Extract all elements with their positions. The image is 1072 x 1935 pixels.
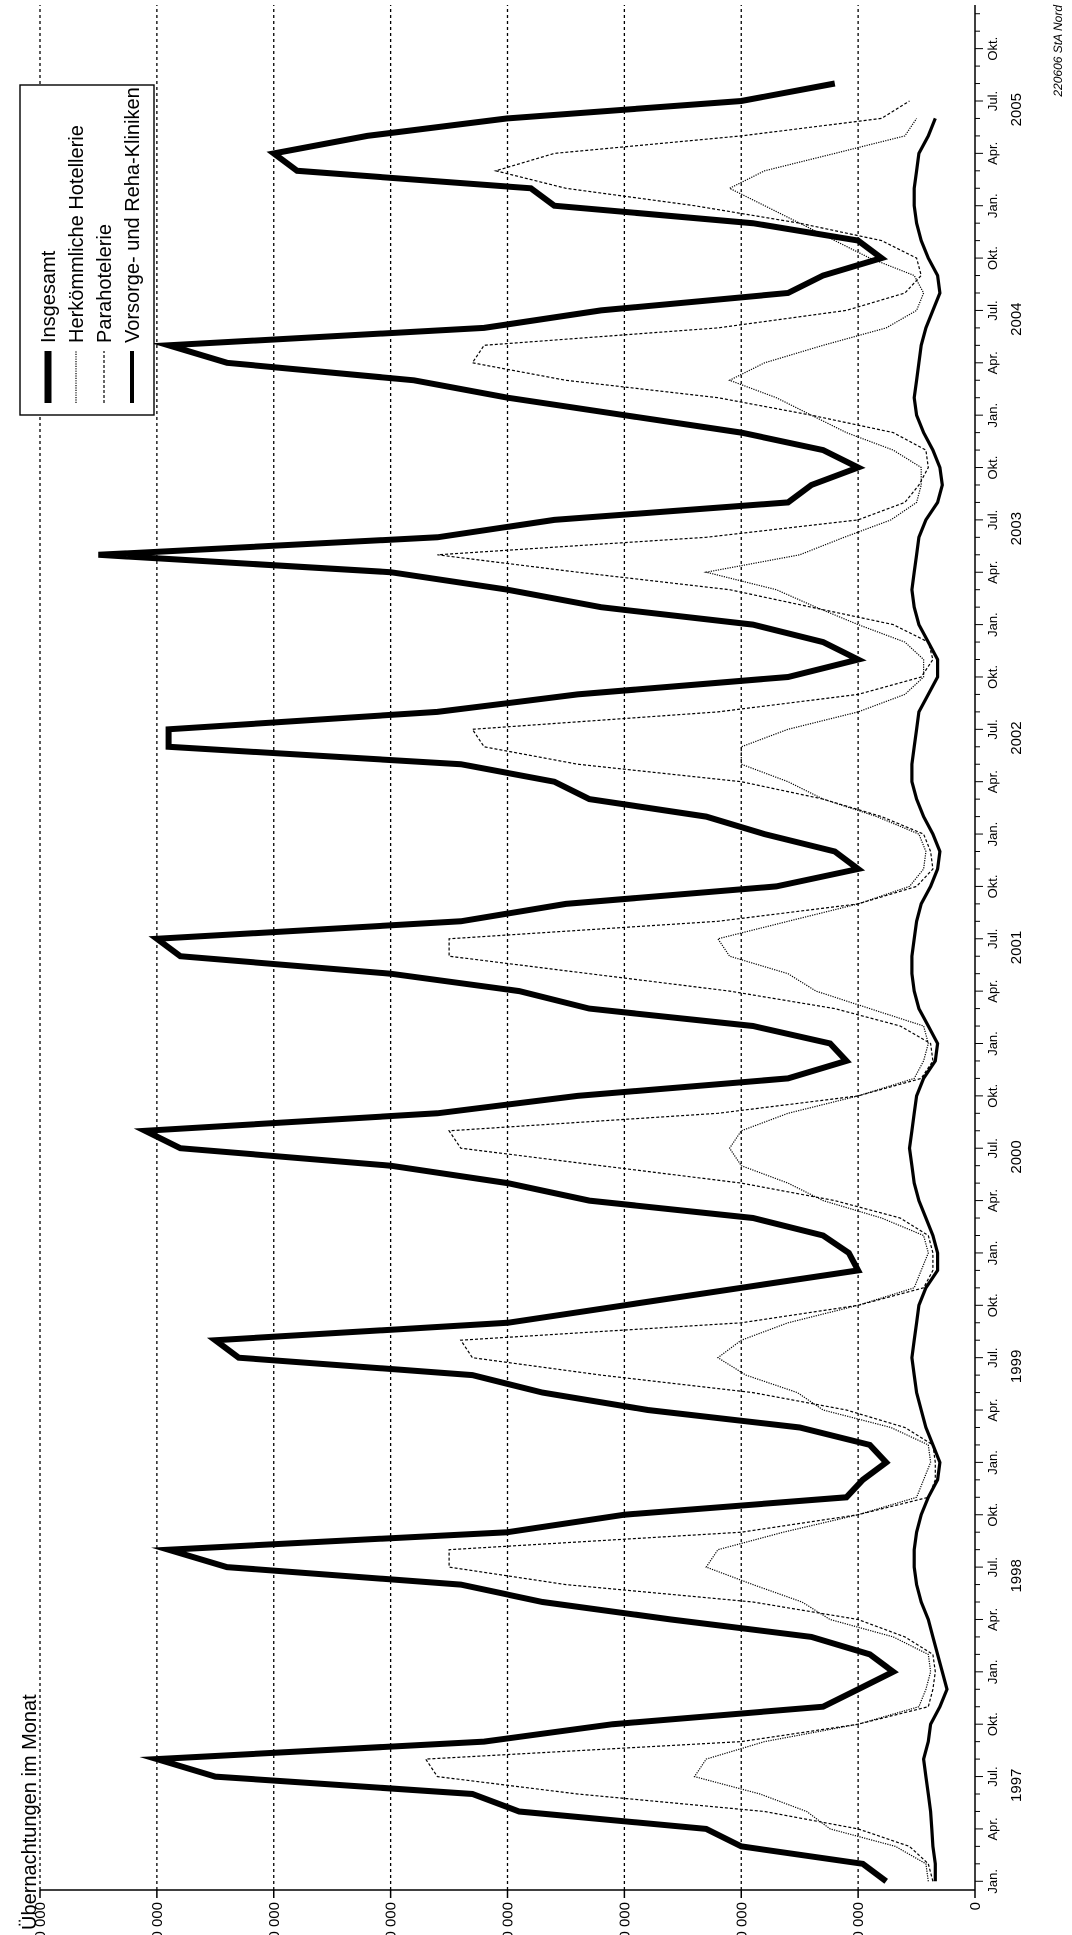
series-kliniken bbox=[907, 117, 949, 1882]
x-month-label: Jan. bbox=[985, 403, 1000, 428]
x-year-label: 2001 bbox=[1008, 931, 1025, 964]
x-month-label: Okt. bbox=[985, 665, 1000, 689]
x-month-label: Okt. bbox=[985, 1712, 1000, 1736]
x-month-label: Okt. bbox=[985, 1503, 1000, 1527]
x-year-label: 2004 bbox=[1008, 302, 1025, 335]
x-month-label: Apr. bbox=[985, 980, 1000, 1003]
x-month-label: Apr. bbox=[985, 1189, 1000, 1212]
x-month-label: Jan. bbox=[985, 1450, 1000, 1475]
source-credit: 220606 StA Nord bbox=[1051, 5, 1065, 98]
x-month-label: Apr. bbox=[985, 1608, 1000, 1631]
x-month-label: Okt. bbox=[985, 37, 1000, 61]
x-month-label: Apr. bbox=[985, 561, 1000, 584]
x-month-label: Apr. bbox=[985, 142, 1000, 165]
x-month-label: Jan. bbox=[985, 1241, 1000, 1266]
y-tick-label: 4 000 000 bbox=[32, 1902, 49, 1935]
y-tick-label: 1 500 000 bbox=[616, 1902, 633, 1935]
x-year-label: 2003 bbox=[1008, 512, 1025, 545]
x-year-label: 1997 bbox=[1008, 1769, 1025, 1802]
x-month-label: Jul. bbox=[985, 300, 1000, 320]
x-year-label: 1999 bbox=[1008, 1350, 1025, 1383]
x-month-label: Okt. bbox=[985, 1084, 1000, 1108]
x-year-label: 2005 bbox=[1008, 93, 1025, 126]
y-tick-label: 1 000 000 bbox=[733, 1902, 750, 1935]
x-month-label: Jul. bbox=[985, 1348, 1000, 1368]
series-layer bbox=[98, 80, 949, 1884]
x-month-label: Jul. bbox=[985, 1138, 1000, 1158]
chart-title: Übernachtungen im Monat bbox=[19, 1694, 41, 1930]
x-month-label: Jul. bbox=[985, 929, 1000, 949]
x-month-label: Okt. bbox=[985, 246, 1000, 270]
legend-label-hotellerie: Herkömmliche Hotellerie bbox=[66, 125, 88, 343]
x-month-label: Jan. bbox=[985, 612, 1000, 637]
y-tick-label: 3 500 000 bbox=[149, 1902, 166, 1935]
x-month-label: Jan. bbox=[985, 1660, 1000, 1685]
legend-label-parahotelerie: Parahotelerie bbox=[94, 224, 116, 343]
y-tick-label: 2 000 000 bbox=[500, 1902, 517, 1935]
x-year-label: 2000 bbox=[1008, 1140, 1025, 1173]
x-month-label: Jan. bbox=[985, 1031, 1000, 1056]
x-month-label: Apr. bbox=[985, 1817, 1000, 1840]
y-tick-label: 2 500 000 bbox=[383, 1902, 400, 1935]
x-year-label: 2002 bbox=[1008, 721, 1025, 754]
series-parahotelerie bbox=[424, 100, 936, 1882]
y-tick-label: 0 bbox=[967, 1902, 984, 1910]
x-month-label: Apr. bbox=[985, 1398, 1000, 1421]
x-month-label: Jan. bbox=[985, 1869, 1000, 1894]
x-month-label: Jan. bbox=[985, 822, 1000, 847]
y-tick-label: 3 000 000 bbox=[266, 1902, 283, 1935]
x-month-label: Apr. bbox=[985, 770, 1000, 793]
series-hotellerie bbox=[693, 118, 932, 1882]
x-month-label: Jul. bbox=[985, 719, 1000, 739]
x-month-label: Okt. bbox=[985, 456, 1000, 480]
x-month-label: Jul. bbox=[985, 91, 1000, 111]
x-month-label: Okt. bbox=[985, 1293, 1000, 1317]
legend-label-insgesamt: Insgesamt bbox=[38, 250, 60, 343]
x-month-label: Jan. bbox=[985, 193, 1000, 218]
legend-label-kliniken: Vorsorge- und Reha-Kliniken bbox=[122, 87, 144, 343]
series-insgesamt bbox=[98, 80, 899, 1884]
x-year-label: 1998 bbox=[1008, 1559, 1025, 1592]
x-month-label: Apr. bbox=[985, 351, 1000, 374]
axes: 0 500 000 1 000 000 1 500 000 2 000 000 2 500… bbox=[32, 5, 1025, 1935]
gridlines bbox=[39, 5, 859, 1890]
legend: Insgesamt Herkömmliche Hotellerie Paraho… bbox=[19, 84, 155, 416]
x-month-label: Jul. bbox=[985, 510, 1000, 530]
x-month-label: Okt. bbox=[985, 874, 1000, 898]
x-month-label: Jul. bbox=[985, 1557, 1000, 1577]
y-tick-label: 500 000 bbox=[850, 1902, 867, 1935]
x-month-label: Jul. bbox=[985, 1766, 1000, 1786]
